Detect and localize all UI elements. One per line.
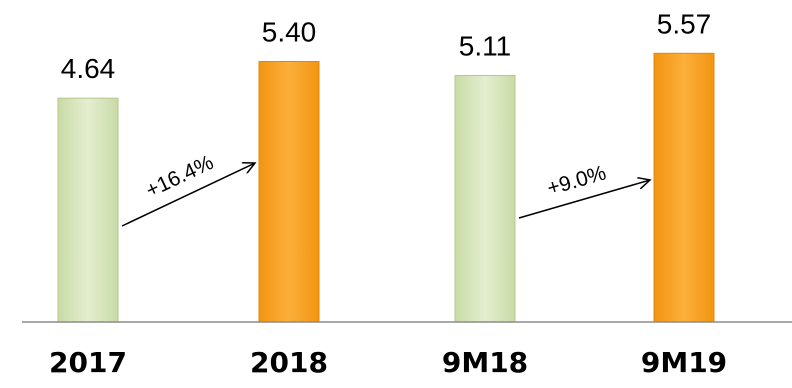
category-label-9m18: 9M18 [442,346,528,379]
labels-layer: 4.64 2017 5.40 2018 5.11 9M18 5.57 9M19 [49,8,727,379]
bars-layer [57,52,715,323]
category-label-2018: 2018 [250,346,328,379]
value-label-2018: 5.40 [262,17,317,48]
value-label-9m19: 5.57 [657,8,712,39]
value-label-2017: 4.64 [61,53,116,84]
value-label-9m18: 5.11 [459,30,511,61]
bar-9m19 [653,52,715,323]
bar-2017 [57,97,119,323]
category-label-9m19: 9M19 [641,346,727,379]
growth-arrow-1 [121,163,255,227]
growth-arrow-2 [518,180,650,219]
bar-9m18 [454,74,516,323]
growth-label-1: +16.4% [142,151,217,202]
category-label-2017: 2017 [49,346,127,379]
annotations-layer: +16.4% +9.0% [121,151,650,227]
bar-2018 [258,61,320,323]
